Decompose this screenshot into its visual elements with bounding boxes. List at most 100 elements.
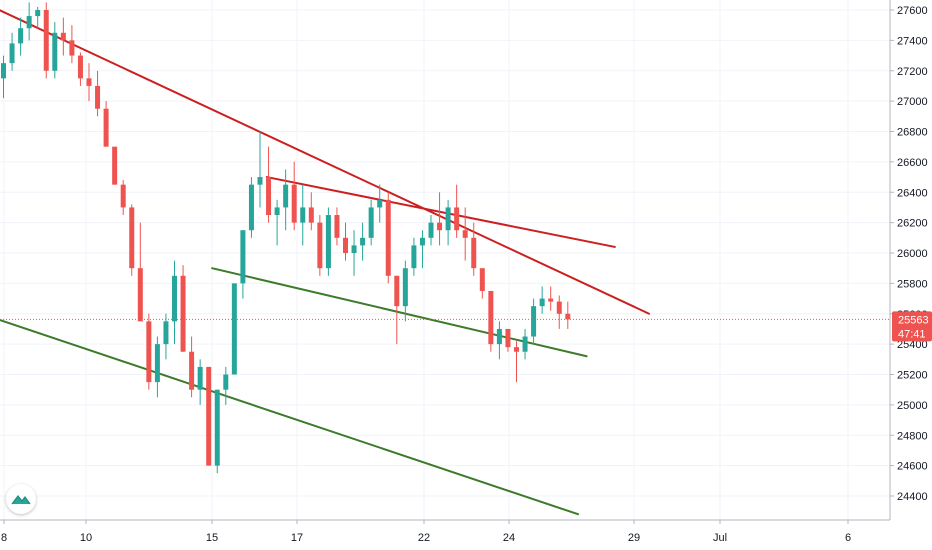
candle[interactable] <box>240 230 246 299</box>
candle[interactable] <box>488 290 494 352</box>
candle[interactable] <box>231 283 237 375</box>
candle[interactable] <box>197 359 203 405</box>
candle[interactable] <box>565 301 571 329</box>
candle[interactable] <box>308 192 314 231</box>
candle[interactable] <box>300 184 306 246</box>
candle[interactable] <box>172 260 177 345</box>
candle[interactable] <box>377 184 383 223</box>
candle[interactable] <box>26 2 32 41</box>
candle[interactable] <box>496 321 502 360</box>
candle[interactable] <box>18 17 24 56</box>
candle[interactable] <box>180 265 186 352</box>
candle[interactable] <box>334 207 340 246</box>
candle-body <box>146 321 152 383</box>
candle[interactable] <box>454 184 460 238</box>
time-tick-label: Jul <box>713 532 727 544</box>
candle[interactable] <box>556 295 562 329</box>
candle[interactable] <box>266 146 272 223</box>
candle[interactable] <box>112 146 118 185</box>
candle[interactable] <box>206 366 212 466</box>
tradingview-cloud-icon[interactable] <box>6 484 36 514</box>
candle[interactable] <box>77 52 83 86</box>
trend-line-upper-resistance[interactable] <box>0 9 651 315</box>
candle-body <box>385 199 391 276</box>
candle[interactable] <box>411 237 417 276</box>
trend-line-inner-resistance[interactable] <box>265 176 616 248</box>
candle[interactable] <box>69 25 75 64</box>
candle[interactable] <box>189 336 195 398</box>
candle[interactable] <box>283 169 289 231</box>
candle-body <box>172 275 177 322</box>
candle-body <box>1 63 6 79</box>
candle[interactable] <box>223 366 229 405</box>
candle[interactable] <box>548 286 554 311</box>
candle[interactable] <box>505 328 511 352</box>
candle[interactable] <box>522 328 528 360</box>
candle-body <box>43 10 49 71</box>
trend-line-lower-support[interactable] <box>0 319 580 516</box>
candle-body <box>26 16 32 29</box>
candle[interactable] <box>9 32 15 71</box>
price-tick-label: 27400 <box>897 35 928 47</box>
candle[interactable] <box>248 177 254 238</box>
candle[interactable] <box>428 215 434 246</box>
candle[interactable] <box>43 2 49 79</box>
time-tick-label: 17 <box>291 532 303 544</box>
candle[interactable] <box>154 336 160 398</box>
candle-body <box>248 184 254 231</box>
candle-body <box>556 301 562 314</box>
candle[interactable] <box>52 22 58 79</box>
trend-line-inner-support[interactable] <box>211 267 588 358</box>
candle[interactable] <box>163 313 169 360</box>
candle[interactable] <box>274 199 280 246</box>
candle[interactable] <box>257 131 263 208</box>
candle-body <box>95 85 101 109</box>
candle[interactable] <box>146 313 152 390</box>
candle[interactable] <box>60 17 66 56</box>
candle[interactable] <box>437 192 443 246</box>
candle[interactable] <box>445 199 451 246</box>
candle[interactable] <box>103 101 109 147</box>
candle-body <box>428 222 434 238</box>
candle[interactable] <box>462 207 468 261</box>
candle[interactable] <box>360 222 366 261</box>
candle[interactable] <box>129 204 135 276</box>
candle-body <box>120 184 126 208</box>
candle[interactable] <box>394 275 400 345</box>
last-price-badge-bg <box>892 311 932 342</box>
candle[interactable] <box>35 6 41 29</box>
candle-body <box>223 374 229 390</box>
candle[interactable] <box>343 222 348 261</box>
candle[interactable] <box>514 341 519 383</box>
candle[interactable] <box>539 286 545 314</box>
time-axis[interactable]: 8 10 15 17 22 24 29 Jul 6 <box>1 520 851 544</box>
candle[interactable] <box>471 222 477 276</box>
candle[interactable] <box>137 222 143 322</box>
time-tick-label: 15 <box>206 532 218 544</box>
price-axis[interactable]: 2440024600248002500025200254002560025800… <box>890 5 928 503</box>
candle[interactable] <box>120 180 126 216</box>
candle[interactable] <box>214 389 220 474</box>
candle[interactable] <box>95 70 101 117</box>
candle-body <box>419 237 425 246</box>
candle[interactable] <box>291 161 297 231</box>
candle-body <box>52 32 58 71</box>
candle-body <box>539 298 545 307</box>
candle[interactable] <box>368 199 374 246</box>
candle[interactable] <box>419 230 425 269</box>
candle[interactable] <box>385 192 391 284</box>
candle-body <box>9 43 15 64</box>
candle[interactable] <box>351 230 357 276</box>
candle[interactable] <box>402 260 408 322</box>
candle[interactable] <box>479 268 485 299</box>
candle[interactable] <box>325 207 331 276</box>
candle[interactable] <box>317 215 323 276</box>
candle[interactable] <box>86 63 92 102</box>
candle-body <box>437 222 443 231</box>
candle[interactable] <box>531 298 537 345</box>
candle-body <box>394 275 400 307</box>
candle[interactable] <box>1 55 6 99</box>
candle-body <box>479 268 485 291</box>
candles[interactable] <box>1 2 571 474</box>
